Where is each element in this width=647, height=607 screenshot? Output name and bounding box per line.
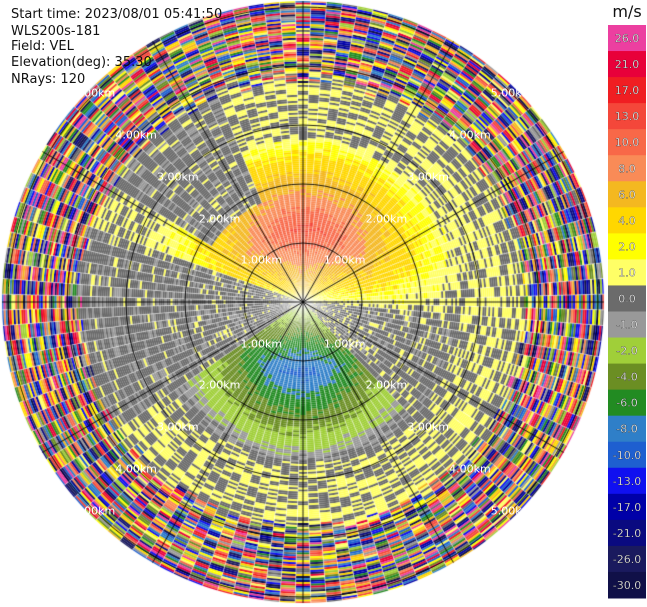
colorbar-tick-label: -6.0 [616,397,637,410]
colorbar-tick-label: -30.0 [613,579,641,592]
colorbar-tick-label: 17.0 [615,84,640,97]
colorbar-swatch [608,441,646,469]
ring-label: 5.00km [73,86,116,100]
colorbar-tick-label: 6.0 [618,188,636,201]
colorbar-swatch [608,337,646,365]
colorbar-tick-label: -13.0 [613,475,641,488]
colorbar-tick-label: -17.0 [613,501,641,514]
colorbar-swatch [608,363,646,391]
nrays-text: NRays: 120 [11,72,86,87]
ring-label: 2.00km [198,378,241,392]
field-text: Field: VEL [11,39,74,54]
ring-label: 5.00km [73,504,116,518]
ring-label: 4.00km [449,462,491,476]
ring-label: 3.00km [157,420,199,434]
colorbar-swatch [608,103,646,130]
ring-label: 1.00km [323,337,366,351]
colorbar-swatch [608,545,646,573]
colorbar-swatch [608,207,646,234]
ring-label: 2.00km [365,378,408,392]
ring-label: 2.00km [365,212,408,226]
ring-label: 1.00km [240,253,283,267]
colorbar-tick-label: -26.0 [613,553,641,566]
colorbar-swatch [608,129,646,156]
colorbar-tick-label: -8.0 [616,423,637,436]
colorbar-tick-label: 10.0 [615,136,640,149]
colorbar-swatch [608,155,646,182]
colorbar-swatch [608,571,646,599]
start-time-text: Start time: 2023/08/01 05:41:50 [11,7,223,22]
ring-label: 4.00km [449,128,491,142]
colorbar-swatch [608,285,646,312]
colorbar-tick-label: 0.0 [618,292,636,305]
colorbar-swatch [608,77,646,104]
ring-label: 5.00km [490,504,533,518]
colorbar-tick-label: 26.0 [615,32,640,45]
ring-label: 3.00km [407,170,449,184]
ring-label: 4.00km [115,462,157,476]
colorbar-swatch [608,311,646,339]
colorbar-swatch [608,389,646,417]
ring-label: 1.00km [323,253,366,267]
colorbar-tick-label: 2.0 [618,240,636,253]
colorbar-swatch [608,181,646,208]
colorbar-tick-label: 8.0 [618,162,636,175]
colorbar-tick-label: 21.0 [615,58,640,71]
colorbar-tick-label: -4.0 [616,371,637,384]
ring-label: 1.00km [240,337,283,351]
colorbar-tick-label: 1.0 [618,266,636,279]
instrument-text: WLS200s-181 [11,24,101,39]
colorbar-tick-label: -1.0 [616,319,637,332]
colorbar-swatch [608,415,646,443]
colorbar-swatch [608,519,646,547]
ring-label: 2.00km [198,212,241,226]
colorbar-tick-label: 13.0 [615,110,640,123]
colorbar-swatch [608,51,646,78]
colorbar-swatch [608,259,646,286]
colorbar-tick-label: 4.0 [618,214,636,227]
ring-label: 5.00km [490,86,533,100]
colorbar-swatch [608,25,646,52]
ring-label: 3.00km [157,170,199,184]
elevation-text: Elevation(deg): 35.30 [11,55,152,70]
colorbar-swatch [608,467,646,495]
colorbar-swatch [608,233,646,260]
colorbar-tick-label: -10.0 [613,449,641,462]
colorbar-tick-label: -2.0 [616,345,637,358]
colorbar-tick-label: -21.0 [613,527,641,540]
colorbar-swatch [608,493,646,521]
ring-label: 3.00km [407,420,449,434]
colorbar-unit: m/s [612,2,641,21]
ring-label: 4.00km [115,128,157,142]
